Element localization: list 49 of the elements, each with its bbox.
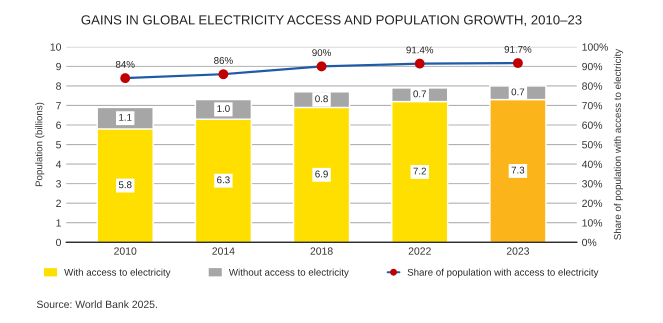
y2-tick-label: 60% [582, 122, 602, 129]
x-tick-label: 2010 [114, 247, 136, 255]
y-tick-label: 5 [56, 141, 62, 148]
y-tick-label: 3 [56, 180, 61, 188]
y-tick-label: 4 [56, 160, 62, 168]
data-label: 7.2 [413, 168, 426, 174]
legend-label: Share of population with access to electricity [408, 268, 598, 278]
data-label: 91.4% [406, 46, 434, 54]
data-label: 91.7% [504, 46, 532, 53]
y-tick-label: 0 [56, 238, 62, 246]
legend-label: Without access to electricity [228, 268, 349, 278]
y-tick-label: 10 [50, 43, 62, 51]
data-label: 1.1 [119, 114, 132, 121]
y-tick-label: 2 [56, 200, 61, 207]
y-tick-label: 7 [56, 102, 61, 110]
x-tick-label: 2018 [310, 247, 333, 255]
y-tick-label: 8 [56, 82, 61, 90]
y2-tick-label: 0% [582, 238, 596, 246]
y-tick-label: 1 [56, 219, 61, 226]
data-label: 90% [312, 49, 331, 56]
data-label: 1.0 [217, 105, 230, 112]
x-tick-label: 2014 [212, 247, 235, 255]
y2-tick-label: 70% [582, 102, 602, 110]
data-label: 0.7 [413, 90, 426, 98]
y2-tick-label: 90% [582, 62, 602, 70]
y-axis-title: Population (billions) [35, 102, 44, 186]
y2-tick-label: 50% [582, 141, 602, 148]
y2-tick-label: 80% [582, 82, 602, 90]
data-label: 86% [214, 57, 233, 64]
data-label: 0.7 [512, 88, 524, 96]
data-label: 7.3 [512, 166, 524, 174]
y-tick-label: 9 [56, 62, 61, 70]
y2-tick-label: 20% [582, 200, 602, 208]
data-label: 0.8 [315, 95, 328, 102]
x-tick-label: 2022 [408, 247, 431, 255]
data-label: 84% [116, 60, 135, 68]
legend-label: With access to electricity [64, 268, 171, 278]
y-tick-label: 6 [56, 122, 61, 129]
y2-tick-label: 40% [582, 160, 602, 168]
y2-axis-title: Share of population with access to electricity [614, 48, 623, 240]
data-label: 6.9 [315, 170, 328, 178]
x-tick-label: 2023 [506, 247, 530, 255]
y2-tick-label: 10% [582, 219, 602, 227]
chart-title: GAINS IN GLOBAL ELECTRICITY ACCESS AND POPULATION GROWTH, 2010–23 [82, 15, 582, 26]
y2-tick-label: 100% [582, 43, 608, 51]
y2-tick-label: 30% [582, 180, 602, 188]
data-label: 6.3 [217, 176, 230, 184]
source-note: Source: World Bank 2025. [36, 300, 157, 308]
data-label: 5.8 [118, 181, 132, 188]
